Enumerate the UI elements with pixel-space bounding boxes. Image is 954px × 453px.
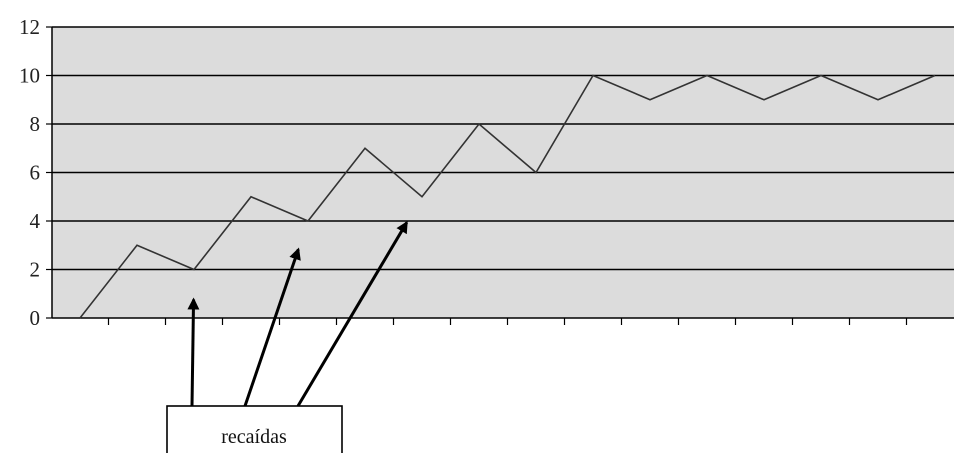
y-tick-label-4: 4 [30, 209, 41, 233]
annotation-box: recaídas [166, 405, 343, 453]
x-ticks [107, 318, 908, 325]
relapse-arrow [296, 220, 408, 407]
y-tick-label-0: 0 [30, 306, 41, 330]
y-tick-label-2: 2 [30, 258, 41, 282]
y-tick-labels: 0 2 4 6 8 10 12 [19, 15, 41, 330]
relapse-arrow [243, 247, 301, 407]
y-tick-label-8: 8 [30, 112, 41, 136]
y-tick-label-6: 6 [30, 161, 41, 185]
annotation-label: recaídas [221, 426, 287, 448]
gridlines [46, 26, 954, 319]
annotation-arrows [187, 220, 408, 407]
series-line [79, 74, 936, 319]
relapse-arrow [187, 297, 200, 407]
y-tick-label-10: 10 [19, 64, 40, 88]
axes [51, 27, 954, 319]
y-tick-label-12: 12 [19, 15, 40, 39]
